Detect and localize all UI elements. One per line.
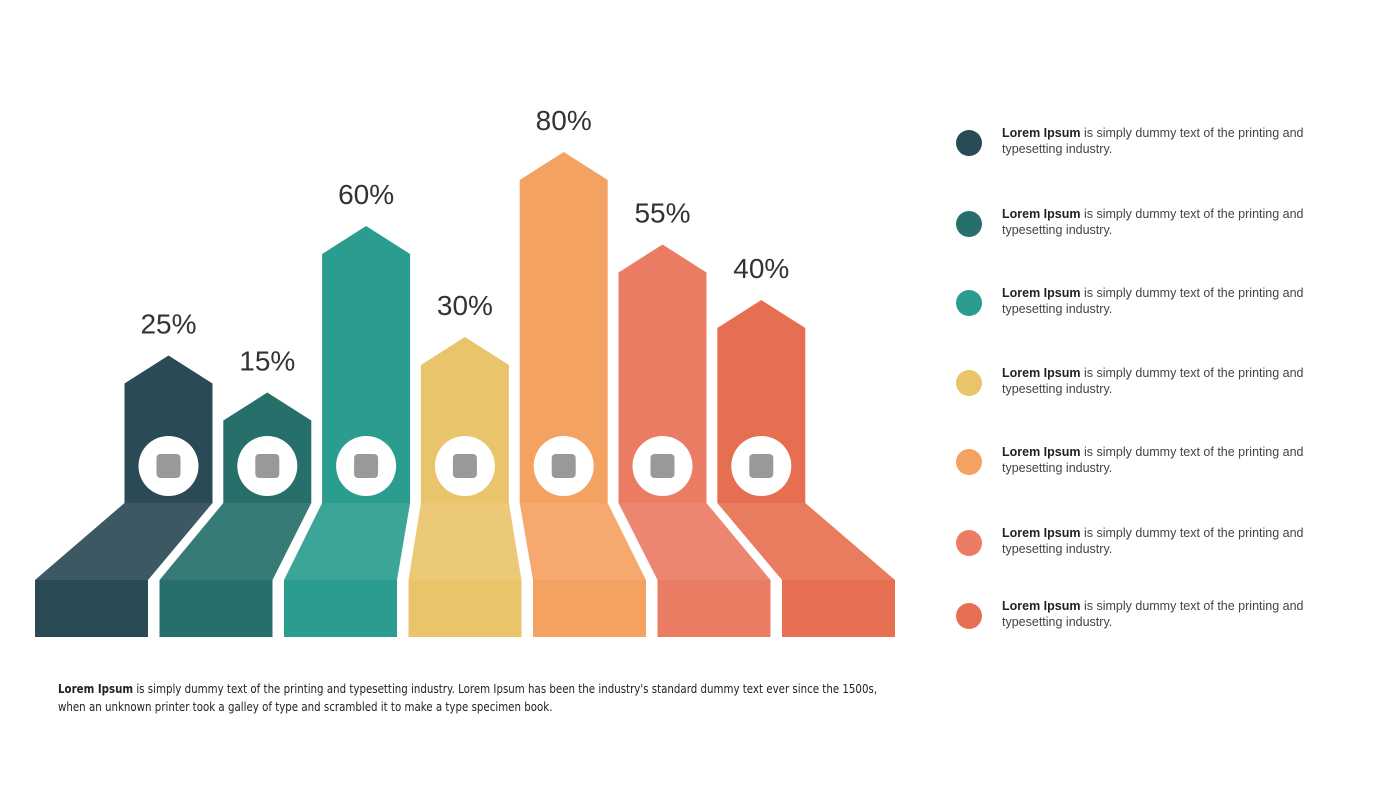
- legend-text: Lorem Ipsum is simply dummy text of the …: [1002, 444, 1332, 476]
- icon: [156, 454, 181, 478]
- legend-bold: Lorem Ipsum: [1002, 126, 1081, 140]
- value-label: 15%: [239, 346, 295, 377]
- icon: [749, 454, 774, 478]
- legend-bold: Lorem Ipsum: [1002, 599, 1081, 613]
- footer: Lorem Ipsum is simply dummy text of the …: [58, 680, 886, 716]
- value-label: 80%: [536, 105, 592, 136]
- bar-floor: [159, 503, 312, 580]
- bar-front: [657, 580, 771, 637]
- legend-body: is simply dummy text of the printing and…: [1002, 445, 1304, 475]
- value-label: 55%: [634, 198, 690, 229]
- value-label: 40%: [733, 253, 789, 284]
- icon: [255, 454, 280, 478]
- legend-text: Lorem Ipsum is simply dummy text of the …: [1002, 525, 1332, 557]
- bar-front: [782, 580, 895, 637]
- legend-text: Lorem Ipsum is simply dummy text of the …: [1002, 598, 1332, 630]
- bar: [322, 226, 411, 503]
- bar-front: [35, 580, 148, 637]
- footer-bold: Lorem Ipsum: [58, 681, 134, 696]
- icon: [551, 454, 576, 478]
- legend-bold: Lorem Ipsum: [1002, 526, 1081, 540]
- icon: [650, 454, 675, 478]
- legend-marker: [956, 290, 982, 316]
- legend-bold: Lorem Ipsum: [1002, 366, 1081, 380]
- footer-body: is simply dummy text of the printing and…: [58, 681, 878, 714]
- legend-body: is simply dummy text of the printing and…: [1002, 599, 1304, 629]
- bar: [618, 244, 707, 503]
- legend-marker: [956, 130, 982, 156]
- bar-front: [284, 580, 397, 637]
- bar-floor: [408, 503, 522, 580]
- bar-floor: [717, 503, 895, 580]
- bar: [519, 152, 608, 503]
- legend-bold: Lorem Ipsum: [1002, 445, 1081, 459]
- legend-body: is simply dummy text of the printing and…: [1002, 366, 1304, 396]
- legend-body: is simply dummy text of the printing and…: [1002, 526, 1304, 556]
- legend-marker: [956, 603, 982, 629]
- legend-text: Lorem Ipsum is simply dummy text of the …: [1002, 365, 1332, 397]
- bar-floor: [284, 503, 411, 580]
- bar-front: [159, 580, 273, 637]
- bar-floor: [519, 503, 646, 580]
- bar-floor: [35, 503, 213, 580]
- legend-bold: Lorem Ipsum: [1002, 207, 1081, 221]
- legend-text: Lorem Ipsum is simply dummy text of the …: [1002, 206, 1332, 238]
- legend-text: Lorem Ipsum is simply dummy text of the …: [1002, 125, 1332, 157]
- legend-body: is simply dummy text of the printing and…: [1002, 207, 1304, 237]
- icon: [452, 454, 477, 478]
- legend-body: is simply dummy text of the printing and…: [1002, 286, 1304, 316]
- legend-marker: [956, 211, 982, 237]
- legend-marker: [956, 449, 982, 475]
- bar-front: [408, 580, 522, 637]
- legend-bold: Lorem Ipsum: [1002, 286, 1081, 300]
- bar-floor: [618, 503, 771, 580]
- value-label: 30%: [437, 290, 493, 321]
- legend-marker: [956, 530, 982, 556]
- legend-marker: [956, 370, 982, 396]
- bar-front: [533, 580, 646, 637]
- value-label: 60%: [338, 179, 394, 210]
- value-label: 25%: [140, 309, 196, 340]
- legend-body: is simply dummy text of the printing and…: [1002, 126, 1304, 156]
- icon: [354, 454, 379, 478]
- legend-text: Lorem Ipsum is simply dummy text of the …: [1002, 285, 1332, 317]
